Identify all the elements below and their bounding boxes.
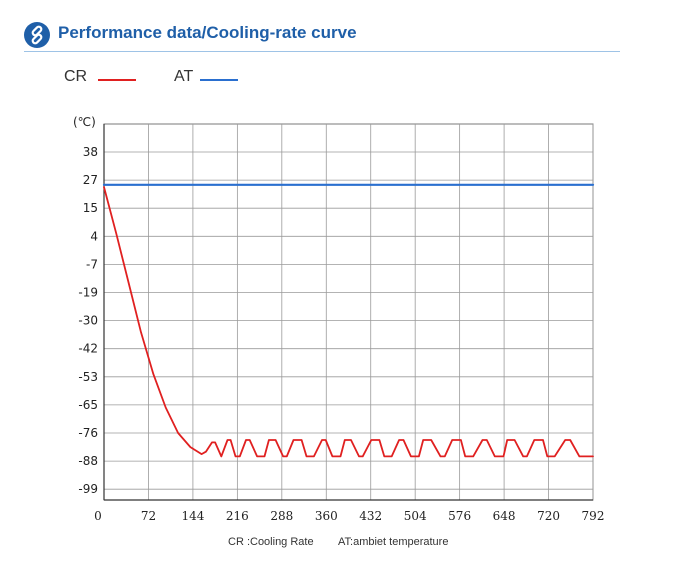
x-axis-ticks: 0 72 144 216 288 360 432 504 576 648 720 792 [94, 509, 604, 523]
y-tick-label: 27 [83, 173, 98, 187]
y-tick-label: -7 [86, 257, 98, 271]
link-icon [24, 22, 50, 48]
section-header: Performance data/Cooling-rate curve [24, 18, 620, 52]
x-tick-label: 144 [181, 509, 204, 523]
y-axis-ticks: 38 27 15 4 -7 -19 -30 -42 -53 -65 -76 -88 -99 [78, 145, 98, 496]
y-tick-label: 4 [90, 229, 98, 243]
footnote-at: AT:ambiet temperature [338, 536, 449, 548]
x-tick-label: 648 [493, 509, 516, 523]
chart-grid [103, 123, 594, 501]
x-tick-label: 504 [404, 509, 427, 523]
x-tick-label: 216 [226, 509, 249, 523]
legend-item-at: AT [174, 68, 238, 86]
series-line-cr [103, 186, 594, 458]
y-tick-label: -53 [78, 370, 98, 384]
y-tick-label: -65 [78, 398, 98, 412]
x-tick-label: 576 [448, 509, 471, 523]
x-tick-label: 360 [315, 509, 338, 523]
x-tick-label: 720 [537, 509, 560, 523]
y-tick-label: -76 [78, 426, 98, 440]
header-divider [24, 51, 620, 52]
x-tick-label: 72 [141, 509, 156, 523]
legend-item-cr: CR [64, 68, 136, 86]
x-tick-label: 288 [270, 509, 293, 523]
page-title: Performance data/Cooling-rate curve [58, 23, 357, 42]
legend-label-cr: CR [64, 68, 88, 85]
chart-series [102, 183, 595, 458]
footnote-cr: CR :Cooling Rate [228, 536, 314, 548]
y-tick-label: -19 [78, 286, 98, 300]
legend-swatch-at [200, 79, 238, 81]
y-tick-label: -30 [78, 314, 98, 328]
legend-label-at: AT [174, 68, 194, 85]
y-tick-label: 15 [83, 201, 98, 215]
x-tick-label: 432 [359, 509, 382, 523]
x-tick-label: 0 [94, 509, 102, 523]
y-tick-label: -88 [78, 454, 98, 468]
y-tick-label: -42 [78, 342, 98, 356]
y-tick-label: 38 [83, 145, 98, 159]
y-unit-label: (℃) [73, 115, 96, 129]
legend-swatch-cr [98, 79, 136, 81]
x-tick-label: 792 [582, 509, 605, 523]
y-tick-label: -99 [78, 482, 98, 496]
